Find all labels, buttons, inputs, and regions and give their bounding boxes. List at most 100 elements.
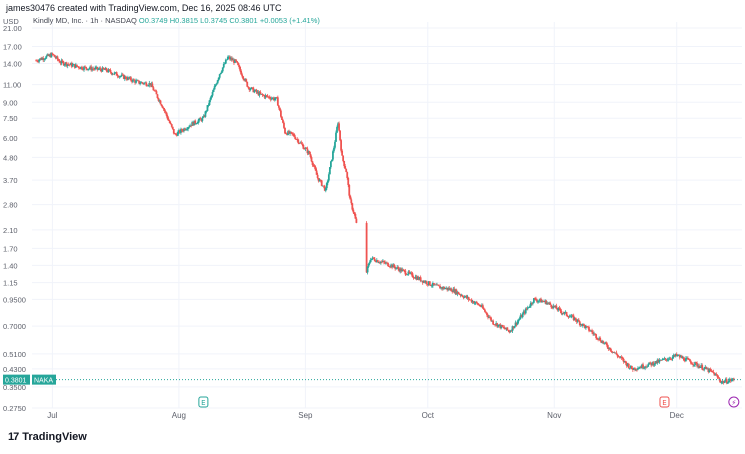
candle-body bbox=[604, 342, 607, 344]
candle bbox=[236, 60, 238, 64]
candle-body bbox=[197, 120, 200, 124]
candle-body bbox=[383, 261, 385, 263]
candle-body bbox=[637, 368, 639, 370]
candle bbox=[550, 304, 553, 309]
candle bbox=[717, 375, 720, 379]
candle-body bbox=[311, 161, 314, 165]
candle bbox=[201, 116, 204, 123]
event-marker-dividend: E bbox=[659, 396, 670, 408]
candle-body bbox=[471, 301, 474, 303]
candle bbox=[567, 315, 570, 319]
candle-body bbox=[246, 81, 249, 87]
candle bbox=[618, 356, 621, 359]
candle bbox=[628, 367, 631, 370]
candle-body bbox=[503, 327, 506, 329]
candle bbox=[86, 68, 88, 71]
candle-body bbox=[227, 56, 230, 58]
candle bbox=[101, 66, 104, 72]
candle-body bbox=[120, 74, 123, 76]
candle bbox=[597, 338, 600, 342]
candle bbox=[107, 68, 110, 73]
candle bbox=[607, 345, 610, 351]
candle bbox=[186, 127, 188, 131]
candle-body bbox=[224, 59, 227, 64]
candle bbox=[595, 333, 598, 340]
candle bbox=[458, 292, 461, 295]
candle bbox=[267, 96, 270, 99]
candle-body bbox=[45, 56, 48, 59]
candle-body bbox=[708, 368, 711, 372]
candle bbox=[692, 361, 694, 368]
candle-body bbox=[603, 342, 606, 344]
candle bbox=[658, 358, 661, 364]
candle bbox=[348, 183, 351, 198]
candle bbox=[74, 62, 77, 69]
candle-body bbox=[188, 126, 190, 128]
candle bbox=[532, 298, 535, 304]
candle bbox=[172, 129, 175, 135]
candle-body bbox=[92, 68, 95, 70]
candle bbox=[278, 107, 281, 112]
candle bbox=[310, 155, 313, 163]
event-marker-shape bbox=[198, 396, 209, 408]
candle bbox=[580, 323, 583, 327]
candle bbox=[404, 268, 407, 277]
candle bbox=[528, 304, 531, 309]
candle-body bbox=[661, 359, 664, 361]
candle bbox=[149, 83, 152, 88]
candle bbox=[190, 125, 193, 128]
candle-body bbox=[478, 304, 481, 307]
candle-body bbox=[278, 107, 281, 111]
candle-body bbox=[145, 82, 148, 86]
last-price-label: 0.3801 bbox=[5, 378, 27, 385]
candle-body bbox=[254, 89, 257, 91]
candle bbox=[578, 320, 581, 327]
candle-body bbox=[335, 132, 337, 142]
candle-body bbox=[390, 264, 392, 267]
candle-body bbox=[296, 139, 299, 140]
candle-body bbox=[206, 105, 209, 111]
candle bbox=[169, 121, 172, 125]
candle-body bbox=[528, 306, 531, 308]
candle-body bbox=[633, 367, 636, 370]
candle bbox=[189, 123, 192, 127]
candle bbox=[728, 377, 731, 383]
candle-body bbox=[143, 82, 146, 84]
candle-body bbox=[645, 366, 648, 368]
candle bbox=[69, 62, 72, 65]
candle bbox=[457, 291, 460, 295]
candle bbox=[513, 325, 516, 329]
candle bbox=[341, 148, 344, 156]
candle-body bbox=[205, 110, 208, 112]
candle-body bbox=[521, 313, 524, 318]
tradingview-brand[interactable]: 17 TradingView bbox=[8, 431, 87, 443]
candle-body bbox=[609, 347, 612, 351]
candle bbox=[554, 305, 557, 308]
candle bbox=[319, 179, 322, 183]
candle-body bbox=[467, 296, 470, 300]
candle-body bbox=[562, 313, 565, 314]
candle bbox=[329, 160, 332, 169]
candle-body bbox=[501, 325, 504, 327]
candle bbox=[667, 357, 670, 362]
candle-body bbox=[154, 90, 157, 92]
candle bbox=[693, 364, 695, 367]
candle bbox=[196, 121, 199, 124]
candle-body bbox=[579, 324, 582, 325]
candle bbox=[429, 284, 432, 287]
candle-body bbox=[689, 359, 691, 362]
candle-body bbox=[599, 337, 602, 342]
candle-body bbox=[333, 147, 335, 152]
candle-body bbox=[290, 131, 293, 133]
candle bbox=[215, 82, 218, 86]
candle-body bbox=[352, 209, 355, 213]
candle bbox=[269, 96, 272, 102]
candle bbox=[268, 95, 271, 100]
candle-body bbox=[81, 66, 83, 70]
candle-body bbox=[141, 82, 144, 84]
candle-body bbox=[557, 307, 560, 311]
candle-body bbox=[95, 66, 98, 68]
candle-body bbox=[37, 61, 40, 63]
candle-body bbox=[78, 66, 80, 69]
